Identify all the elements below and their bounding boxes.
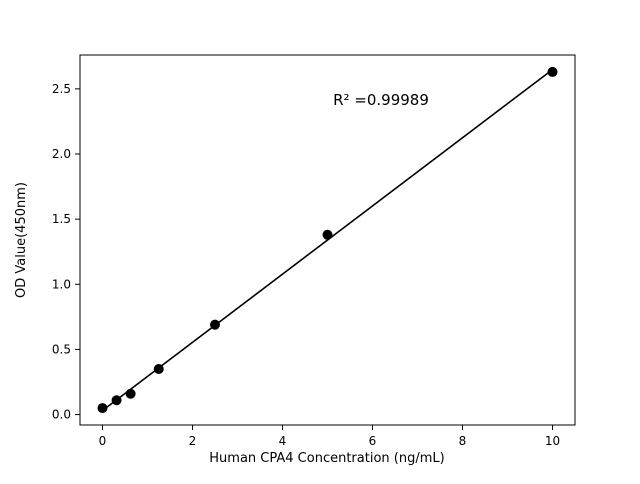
x-tick-label: 8: [459, 434, 467, 448]
y-axis-label: OD Value(450nm): [14, 182, 29, 298]
y-tick-label: 0.0: [52, 408, 71, 422]
x-tick-label: 0: [99, 434, 107, 448]
fit-line: [102, 68, 553, 412]
x-tick-label: 4: [279, 434, 287, 448]
axes-box: [79, 54, 576, 426]
data-points: [97, 66, 558, 414]
data-point: [97, 403, 108, 414]
data-point: [153, 363, 164, 374]
y-tick-label: 1.5: [52, 212, 71, 226]
y-tick-label: 2.0: [52, 147, 71, 161]
y-tick-label: 0.5: [52, 342, 71, 356]
x-ticks: 0 2 4 6 8 10: [99, 425, 560, 448]
x-axis-label: Human CPA4 Concentration (ng/mL): [209, 451, 444, 466]
y-ticks: 0.0 0.5 1.0 1.5 2.0 2.5: [52, 82, 80, 422]
x-tick-label: 6: [369, 434, 377, 448]
x-tick-label: 10: [545, 434, 560, 448]
data-point: [547, 66, 558, 77]
data-point: [111, 395, 122, 406]
plot-area: 0 2 4 6 8 10 0.0 0.5 1.0 1.5 2.0 2.5: [52, 54, 576, 448]
data-point: [125, 388, 136, 399]
y-tick-label: 1.0: [52, 277, 71, 291]
x-tick-label: 2: [189, 434, 197, 448]
data-point: [322, 229, 333, 240]
y-tick-label: 2.5: [52, 82, 71, 96]
data-point: [210, 319, 220, 330]
r-squared-annotation: R² =0.99989: [333, 91, 429, 109]
